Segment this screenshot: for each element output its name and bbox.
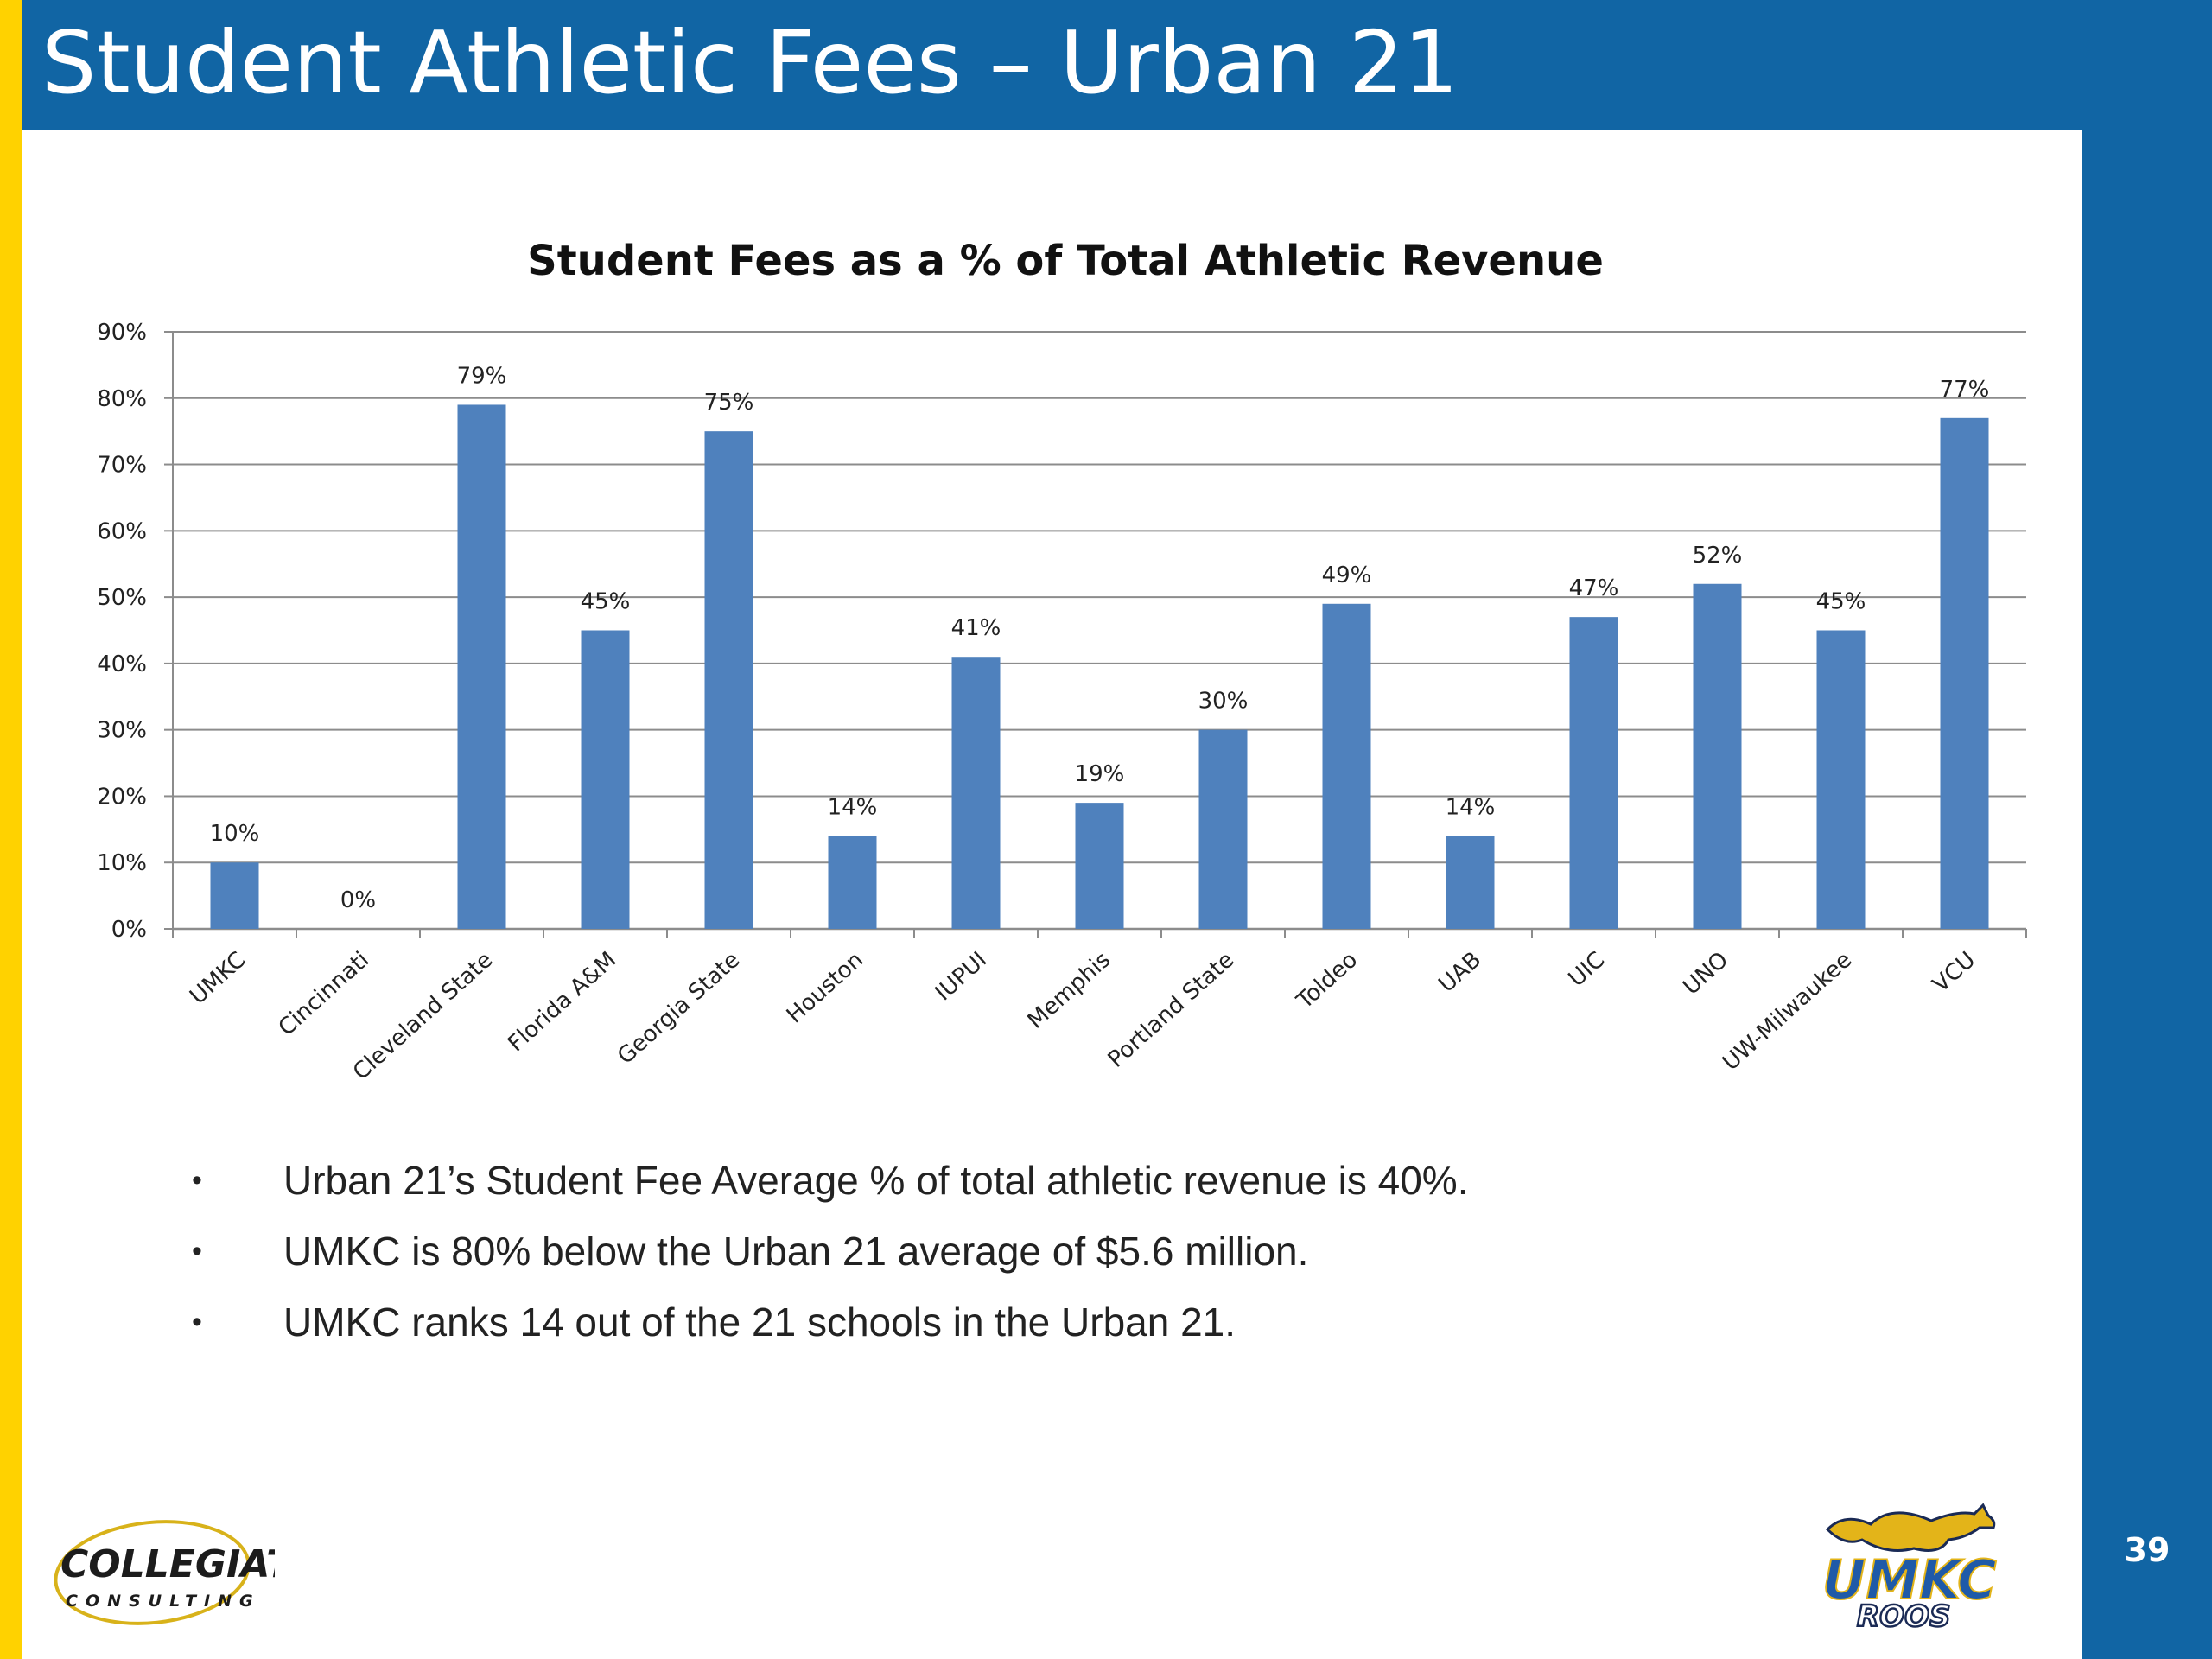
x-category-label: UAB [1433,947,1486,998]
bullet-list: • Urban 21’s Student Fee Average % of tot… [173,1145,1469,1357]
bullet-text: Urban 21’s Student Fee Average % of tota… [283,1158,1469,1203]
data-label: 41% [951,615,1001,641]
svg-text:ROOS: ROOS [1857,1599,1950,1633]
x-category-label: Georgia State [613,947,745,1070]
bullet-dot: • [192,1164,202,1197]
y-tick-label: 80% [97,386,147,412]
x-category-label: IUPUI [931,947,992,1007]
right-accent-bar [2082,0,2212,1659]
bar [1569,617,1618,929]
bullet-text: UMKC is 80% below the Urban 21 average o… [283,1229,1309,1274]
svg-text:COLLEGIATE: COLLEGIATE [60,1542,275,1586]
data-label: 79% [457,363,507,389]
bullet-dot: • [192,1306,202,1338]
y-tick-label: 70% [97,453,147,479]
bar [704,431,753,930]
x-category-label: Cincinnati [274,947,374,1041]
bar [1446,836,1495,929]
bar [457,404,506,929]
chart-title: Student Fees as a % of Total Athletic Re… [527,237,1604,285]
x-category-label: Houston [782,947,868,1029]
slide-title: Student Athletic Fees – Urban 21 [41,12,1459,113]
y-tick-label: 40% [97,652,147,677]
x-category-label: VCU [1928,947,1980,998]
bullet-item: • UMKC ranks 14 out of the 21 schools in … [173,1287,1469,1357]
svg-text:CONSULTING: CONSULTING [66,1592,261,1611]
bar [1075,803,1124,929]
bar-chart: Student Fees as a % of Total Athletic Re… [97,237,2027,1085]
slide-number: 39 [2124,1531,2171,1569]
data-label: 45% [1816,589,1866,615]
bullet-item: • Urban 21’s Student Fee Average % of tot… [173,1145,1469,1216]
bar [951,657,1001,929]
bar [1816,630,1866,929]
collegiate-consulting-logo: COLLEGIATE CONSULTING [50,1516,318,1641]
umkc-roos-logo: UMKC ROOS [1810,1495,2018,1637]
data-label: 14% [1446,795,1496,821]
x-category-label: Portland State [1103,947,1239,1073]
data-label: 45% [581,589,631,615]
bar [1693,583,1742,929]
y-tick-label: 10% [97,850,147,876]
x-category-label: UIC [1564,947,1610,992]
data-label: 30% [1198,689,1249,715]
data-label: 75% [704,390,754,416]
y-tick-label: 90% [97,320,147,346]
x-category-label: UMKC [185,947,251,1010]
kangaroo-icon [1825,1503,1996,1552]
y-tick-label: 50% [97,585,147,611]
y-tick-label: 60% [97,518,147,544]
y-tick-label: 0% [111,917,147,943]
bar [210,862,259,929]
x-category-label: UW-Milwaukee [1718,947,1857,1076]
bullet-text: UMKC ranks 14 out of the 21 schools in t… [283,1300,1236,1344]
data-label: 19% [1075,761,1125,787]
y-tick-label: 20% [97,784,147,810]
data-label: 77% [1940,377,1990,403]
data-label: 0% [340,887,376,913]
bullet-dot: • [192,1235,202,1268]
bar [1322,603,1371,929]
bar [1940,417,1989,929]
data-label: 10% [210,821,260,847]
data-label: 47% [1569,575,1619,601]
bar [828,836,877,929]
x-category-label: Toldeo [1292,947,1363,1015]
bar [581,630,630,929]
data-label: 52% [1693,543,1743,569]
x-category-label: Florida A&M [503,947,621,1057]
data-label: 14% [828,795,878,821]
y-tick-label: 30% [97,718,147,744]
x-category-label: Memphis [1023,947,1116,1034]
bullet-item: • UMKC is 80% below the Urban 21 average … [173,1216,1469,1287]
x-category-label: UNO [1678,947,1733,1001]
left-accent-bar [0,0,22,1659]
title-bar: Student Athletic Fees – Urban 21 [22,0,2082,130]
data-label: 49% [1322,563,1372,588]
bar [1198,729,1248,929]
svg-text:UMKC: UMKC [1822,1548,1997,1611]
